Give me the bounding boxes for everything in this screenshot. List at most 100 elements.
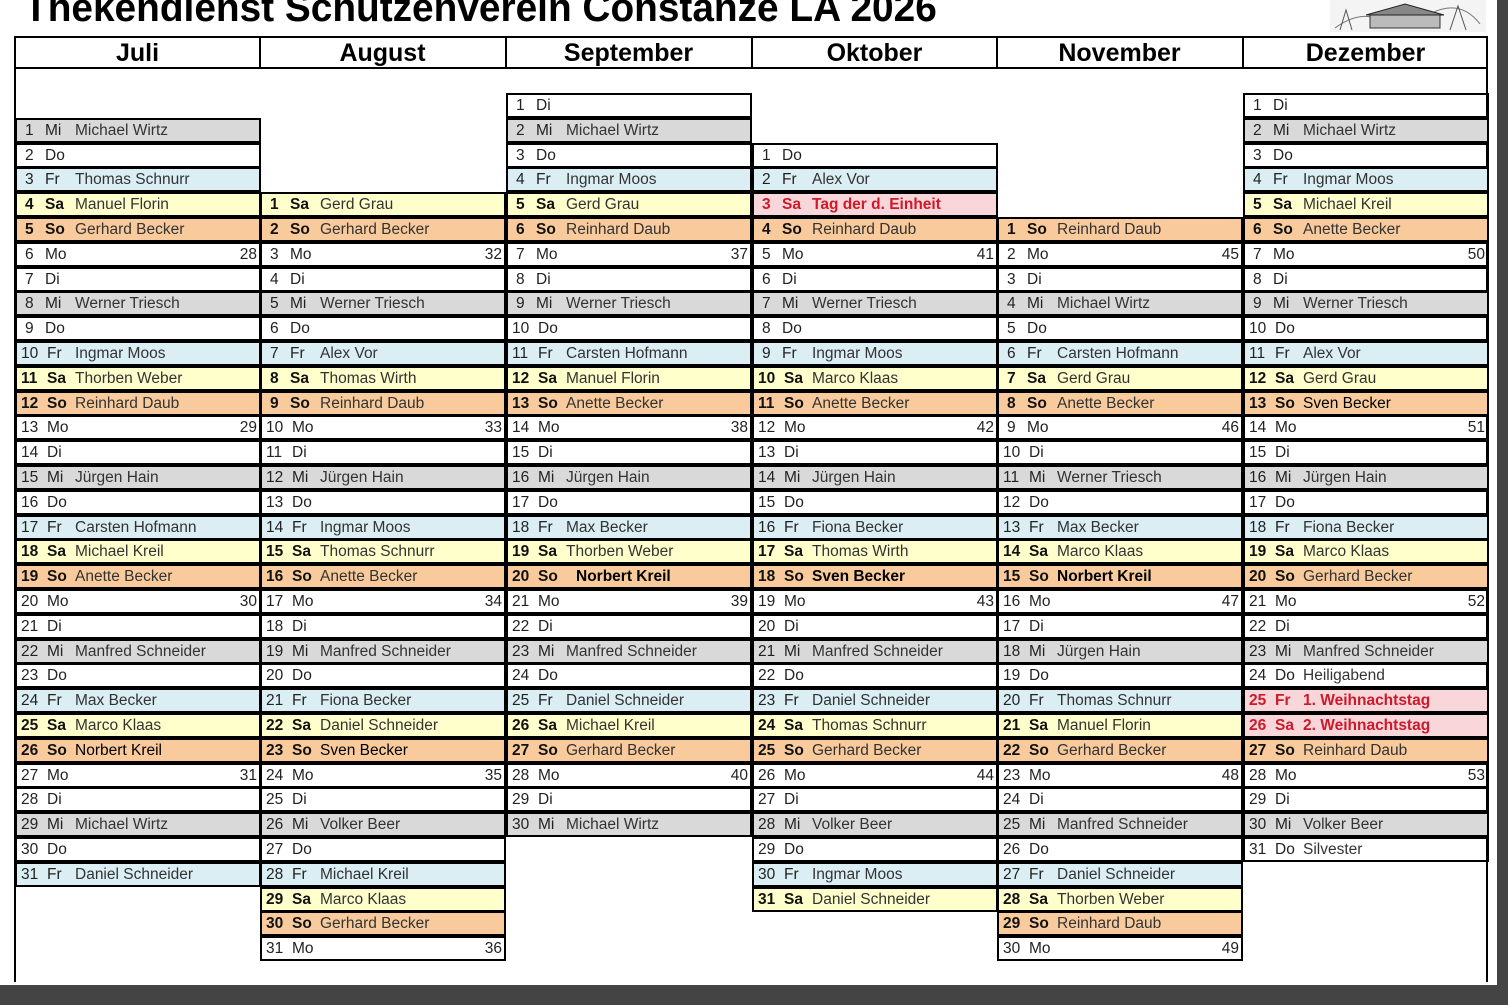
day-row: 25 Di: [260, 787, 506, 813]
weekday: So: [292, 741, 312, 759]
staff-name: Werner Triesch: [566, 295, 671, 313]
weekday: Mi: [538, 469, 555, 486]
day-number: 9: [25, 320, 34, 338]
day-number: 28: [512, 766, 530, 784]
weekday: Di: [290, 270, 305, 288]
day-row: 10 Sa Marco Klaas: [752, 365, 998, 391]
staff-name: Reinhard Daub: [1057, 915, 1162, 933]
day-row: 26 Do: [997, 837, 1243, 862]
day-number: 17: [21, 518, 39, 536]
day-row: 11 Sa Thorben Weber: [15, 365, 261, 391]
weekday: Fr: [45, 171, 60, 189]
day-row: 31 Fr Daniel Schneider: [15, 861, 261, 887]
day-row: 24 Do Heiligabend: [1243, 663, 1489, 689]
weekday: Mi: [782, 295, 799, 313]
day-number: 25: [21, 717, 39, 734]
staff-name: Marco Klaas: [320, 890, 407, 908]
weekday: Mi: [1275, 469, 1292, 486]
day-row: 30 Fr Ingmar Moos: [752, 861, 998, 887]
day-row: 11 Di: [260, 440, 506, 466]
day-row: 14 Mo 38: [506, 415, 752, 441]
day-number: 10: [1249, 320, 1267, 338]
day-row: 3 Do: [1243, 142, 1489, 168]
day-row: 30 So Gerhard Becker: [260, 911, 506, 937]
weekday: Fr: [292, 865, 307, 883]
day-row: 30 Mi Volker Beer: [1243, 812, 1489, 838]
day-number: 1: [1253, 97, 1262, 114]
weekday: Fr: [538, 692, 553, 710]
weekday: Mo: [1275, 419, 1297, 437]
day-number: 27: [1249, 741, 1267, 759]
weekday: Fr: [47, 865, 62, 883]
day-number: 13: [266, 493, 284, 511]
weekday: Do: [1275, 667, 1295, 685]
weekday: Sa: [1029, 717, 1048, 734]
day-row: 13 Do: [260, 489, 506, 515]
day-number: 24: [1003, 791, 1021, 809]
weekday: Di: [784, 617, 799, 635]
day-row: 9 Fr Ingmar Moos: [752, 341, 998, 366]
weekday: Mo: [290, 245, 312, 263]
weekday: So: [1027, 221, 1047, 238]
day-number: 1: [25, 121, 34, 139]
day-row: 7 Mo 50: [1243, 241, 1489, 267]
day-number: 5: [270, 295, 279, 313]
week-number: 46: [1221, 419, 1239, 437]
day-row: 12 Mi Jürgen Hain: [260, 465, 506, 490]
weekday: Di: [1029, 791, 1044, 809]
staff-name: Thomas Schnurr: [1057, 692, 1172, 710]
day-row: 6 Mo 28: [15, 241, 261, 267]
day-number: 30: [266, 915, 284, 933]
weekday: So: [47, 394, 67, 412]
day-row: 13 So Anette Becker: [506, 390, 752, 416]
day-number: 20: [266, 667, 284, 685]
day-row: 15 Di: [506, 440, 752, 466]
staff-name: Volker Beer: [812, 816, 893, 834]
day-number: 21: [1003, 717, 1021, 734]
day-number: 31: [266, 940, 284, 958]
weekday: Fr: [784, 692, 799, 710]
weekday: Mi: [1029, 469, 1046, 486]
staff-name: Alex Vor: [812, 171, 870, 189]
day-row: 8 Di: [1243, 266, 1489, 292]
weekday: So: [1275, 741, 1295, 759]
weekday: So: [1029, 568, 1049, 586]
day-row: 12 Do: [997, 489, 1243, 515]
day-row: 7 Sa Gerd Grau: [997, 365, 1243, 391]
day-number: 17: [1249, 493, 1267, 511]
day-number: 24: [266, 766, 284, 784]
staff-name: Anette Becker: [320, 568, 418, 586]
day-number: 6: [270, 320, 279, 338]
day-row: 5 Do: [997, 316, 1243, 342]
weekday: Mi: [784, 816, 801, 834]
weekday: Mo: [538, 419, 560, 437]
week-number: 31: [239, 766, 257, 784]
day-row: 12 Sa Gerd Grau: [1243, 365, 1489, 391]
weekday: Sa: [292, 717, 311, 734]
day-row: 23 Mo 48: [997, 762, 1243, 788]
weekday: Mo: [1027, 419, 1049, 437]
day-number: 31: [21, 865, 39, 883]
staff-name: Thomas Schnurr: [812, 717, 927, 734]
weekday: Fr: [782, 345, 797, 362]
day-row: 16 Mo 47: [997, 589, 1243, 614]
week-number: 51: [1467, 419, 1485, 437]
day-number: 8: [1007, 394, 1016, 412]
weekday: Mi: [536, 121, 553, 139]
staff-name: Manuel Florin: [566, 369, 660, 387]
day-number: 19: [21, 568, 39, 586]
month-divider: [259, 37, 261, 68]
day-row: 22 So Gerhard Becker: [997, 737, 1243, 763]
day-row: 18 Fr Max Becker: [506, 514, 752, 540]
day-number: 2: [1253, 121, 1262, 139]
staff-name: Anette Becker: [812, 394, 910, 412]
staff-name: Max Becker: [566, 518, 648, 536]
day-number: 3: [516, 146, 525, 164]
staff-name: Gerd Grau: [566, 196, 640, 214]
day-number: 22: [758, 667, 776, 685]
day-row: 29 Sa Marco Klaas: [260, 886, 506, 912]
day-number: 8: [1253, 270, 1262, 288]
week-number: 33: [484, 419, 502, 437]
day-number: 12: [21, 394, 39, 412]
day-row: 23 Fr Daniel Schneider: [752, 688, 998, 714]
